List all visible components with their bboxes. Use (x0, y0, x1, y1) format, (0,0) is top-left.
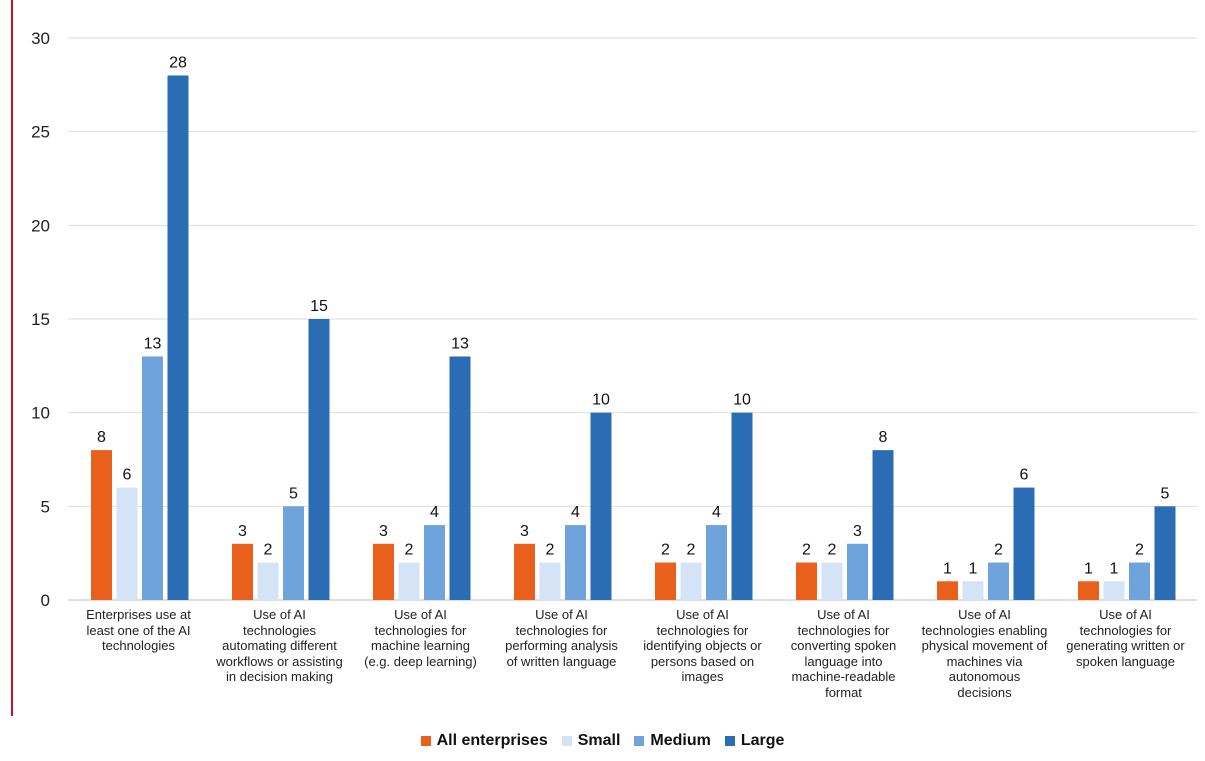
bar-medium (847, 543, 868, 600)
bar-large (1013, 487, 1035, 600)
bar-small (1103, 581, 1125, 600)
x-tick-label: Use of AI technologies for machine learnin… (364, 607, 477, 669)
bar-all-enterprises (937, 581, 958, 600)
bar-large (1154, 506, 1176, 600)
y-tick-label: 0 (41, 591, 50, 610)
legend: All enterprises Small Medium Large (0, 732, 1205, 750)
bar-small (539, 562, 561, 600)
data-label: 2 (1135, 542, 1144, 559)
bar-small (821, 562, 843, 600)
page-border-line (11, 0, 13, 716)
legend-swatch (561, 736, 572, 746)
x-tick-label: Use of AI technologies for performing anal… (505, 607, 618, 669)
data-label: 3 (379, 523, 388, 540)
bar-medium (283, 506, 304, 600)
legend-item: All enterprises (420, 732, 548, 750)
x-tick-label: Use of AI technologies automating differen… (216, 607, 343, 684)
bars (91, 75, 1176, 600)
data-label: 4 (430, 504, 439, 521)
data-label: 10 (592, 392, 610, 409)
x-tick-label: Use of AI technologies for identifying obj… (643, 607, 762, 684)
y-tick-label: 20 (31, 216, 50, 235)
x-tick-label: Enterprises use at least one of the AI tec… (86, 607, 191, 653)
data-label: 4 (571, 504, 580, 521)
bar-large (449, 356, 471, 600)
data-label: 6 (123, 467, 132, 484)
y-tick-label: 15 (31, 310, 50, 329)
bar-medium (988, 562, 1009, 600)
bar-small (962, 581, 984, 600)
x-tick-label: Use of AI technologies enabling physical m… (921, 607, 1048, 700)
bar-small (116, 487, 138, 600)
bar-all-enterprises (796, 562, 817, 600)
data-label: 1 (943, 560, 952, 577)
bar-medium (424, 525, 445, 600)
y-tick-label: 30 (31, 29, 50, 48)
bar-all-enterprises (514, 543, 535, 600)
data-label: 2 (546, 542, 555, 559)
legend-swatch (724, 736, 735, 746)
legend-swatch (634, 736, 645, 746)
data-label: 6 (1020, 467, 1029, 484)
bar-all-enterprises (1078, 581, 1099, 600)
bar-medium (1129, 562, 1150, 600)
data-label: 2 (687, 542, 696, 559)
data-label: 1 (1084, 560, 1093, 577)
bar-all-enterprises (232, 543, 253, 600)
data-label: 2 (264, 542, 273, 559)
legend-item: Small (561, 732, 621, 750)
data-label: 3 (853, 523, 862, 540)
bar-large (167, 75, 189, 600)
bar-all-enterprises (655, 562, 676, 600)
bar-large (590, 412, 612, 600)
y-axis-ticks: 0 5 10 15 20 25 30 (31, 29, 50, 610)
data-label: 28 (169, 54, 187, 71)
bar-small (398, 562, 420, 600)
bar-large (731, 412, 753, 600)
legend-swatch (420, 736, 431, 746)
bar-all-enterprises (373, 543, 394, 600)
x-tick-label: Use of AI technologies for converting spok… (790, 607, 897, 700)
bar-medium (706, 525, 727, 600)
data-label: 2 (828, 542, 837, 559)
legend-item: Medium (634, 732, 711, 750)
data-label: 2 (405, 542, 414, 559)
data-label: 5 (1161, 485, 1170, 502)
data-label: 8 (97, 429, 106, 446)
data-label: 2 (661, 542, 670, 559)
bar-medium (142, 356, 163, 600)
data-label: 2 (802, 542, 811, 559)
data-label: 8 (879, 429, 888, 446)
data-label: 3 (520, 523, 529, 540)
y-tick-label: 10 (31, 404, 50, 423)
legend-label: All enterprises (436, 732, 548, 749)
bar-small (680, 562, 702, 600)
data-label: 15 (310, 298, 328, 315)
y-tick-label: 25 (31, 123, 50, 142)
legend-label: Medium (650, 732, 711, 749)
data-label: 3 (238, 523, 247, 540)
data-label: 2 (994, 542, 1003, 559)
data-label: 5 (289, 485, 298, 502)
bar-small (257, 562, 279, 600)
data-label: 10 (733, 392, 751, 409)
x-tick-label: Use of AI technologies for generating writ… (1066, 607, 1185, 669)
bar-medium (565, 525, 586, 600)
data-label: 1 (969, 560, 978, 577)
data-label: 13 (451, 335, 469, 352)
legend-label: Small (577, 732, 621, 749)
bar-large (872, 450, 894, 600)
legend-item: Large (724, 732, 785, 750)
data-label: 4 (712, 504, 721, 521)
data-label: 13 (144, 335, 162, 352)
y-tick-label: 5 (41, 497, 50, 516)
bar-all-enterprises (91, 450, 112, 600)
legend-label: Large (740, 732, 785, 749)
data-label: 1 (1110, 560, 1119, 577)
bar-large (308, 319, 330, 600)
